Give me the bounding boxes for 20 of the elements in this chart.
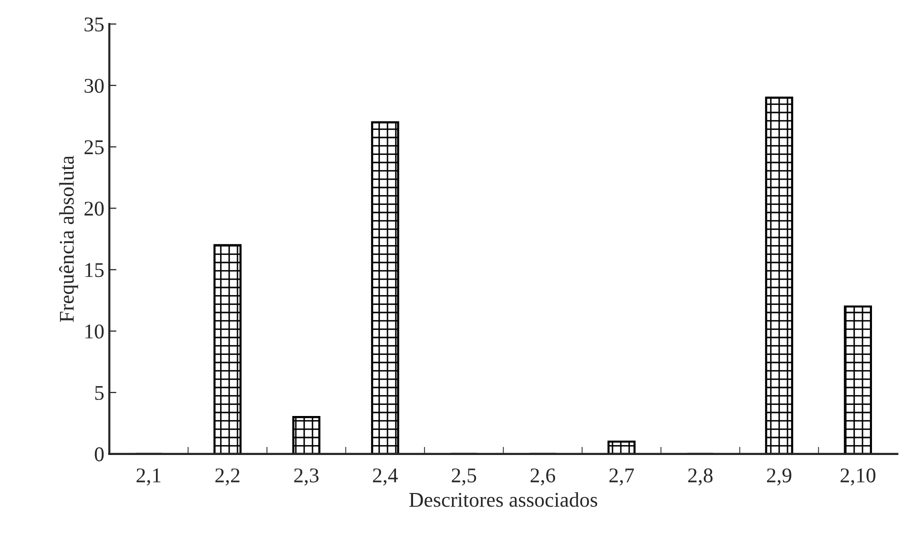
x-tick-label: 2,8 [688, 468, 713, 486]
x-axis-title: Descritores associados [409, 492, 598, 507]
x-tick-label: 2,3 [294, 468, 319, 486]
x-tick-label: 2,10 [840, 468, 876, 486]
x-tick-label: 2,6 [530, 468, 556, 486]
x-tick-label: 2,2 [215, 468, 240, 486]
y-tick-label: 25 [84, 140, 104, 154]
x-tick-label: 2,4 [373, 468, 398, 486]
y-tick-label: 35 [84, 17, 104, 32]
x-tick-label: 2,1 [136, 468, 160, 486]
y-tick-label: 0 [94, 447, 104, 462]
x-tick-label: 2,5 [452, 468, 476, 486]
y-tick-label: 30 [84, 78, 104, 93]
y-tick-label: 15 [85, 263, 104, 278]
y-tick-label: 10 [85, 324, 104, 339]
y-tick-label: 5 [95, 386, 104, 400]
y-axis-title: Frequência absoluta [59, 156, 78, 322]
x-tick-label: 2,7 [609, 468, 634, 486]
x-tick-label: 2,9 [767, 468, 792, 486]
y-tick-label: 20 [84, 202, 104, 216]
